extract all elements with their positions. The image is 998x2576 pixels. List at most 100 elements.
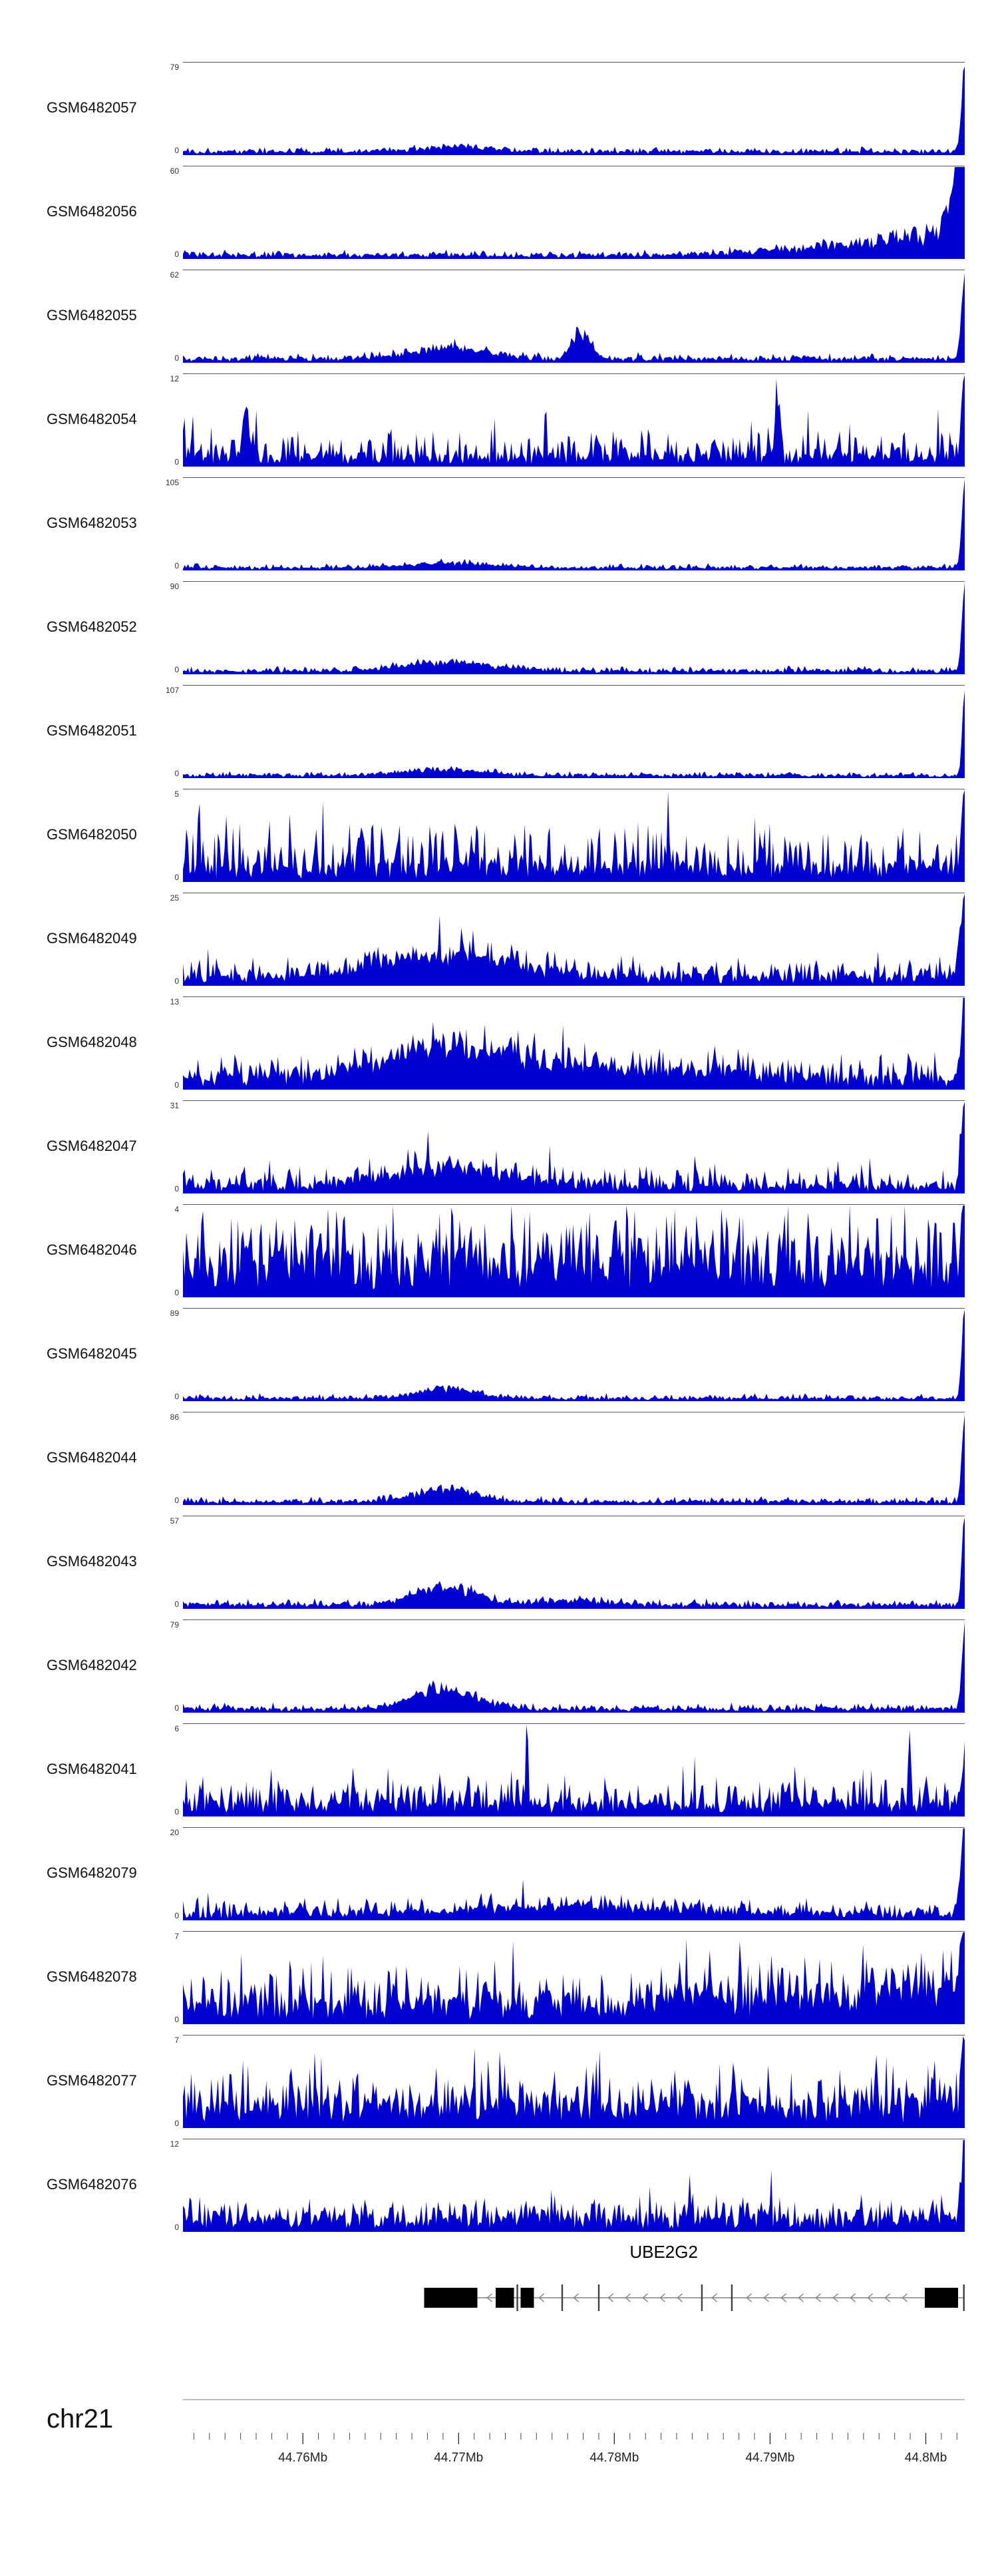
track-sample-label: GSM6482055 [47, 307, 137, 323]
track-ymax-label: 62 [170, 270, 179, 280]
track-top-axis-line [183, 1827, 965, 1828]
coverage-track-row: GSM6482054 12 0 [0, 368, 998, 472]
track-sample-label: GSM6482053 [47, 515, 137, 531]
coverage-tracks: GSM6482057 79 0 GSM6482056 60 0 GSM6482055 62 0 G… [0, 57, 998, 2237]
coverage-signal [183, 1309, 965, 1401]
track-sample-label: GSM6482056 [47, 203, 137, 220]
strand-direction-arrow-icon [867, 2293, 873, 2302]
track-ymax-label: 60 [170, 166, 179, 176]
coverage-track-row: GSM6482044 86 0 [0, 1406, 998, 1510]
gene-model [424, 2284, 965, 2311]
strand-direction-arrow-icon [746, 2293, 752, 2302]
coverage-track-row: GSM6482053 105 0 [0, 472, 998, 576]
track-ymax-label: 13 [170, 997, 179, 1006]
coverage-track-row: GSM6482042 79 0 [0, 1614, 998, 1718]
coverage-plot [183, 1621, 965, 1713]
coverage-plot [183, 375, 965, 467]
strand-direction-arrow-icon [902, 2293, 908, 2302]
track-sample-label: GSM6482078 [47, 1968, 137, 1985]
gene-exon-tick [731, 2284, 733, 2311]
track-ymax-label: 105 [165, 478, 179, 487]
coverage-signal [183, 1725, 965, 1817]
track-ymin-label: 0 [174, 1288, 179, 1297]
coverage-signal [183, 1932, 965, 2024]
coverage-track-row: GSM6482049 25 0 [0, 887, 998, 991]
coverage-plot [183, 2036, 965, 2128]
track-top-axis-line [183, 1619, 965, 1620]
track-sample-label: GSM6482076 [47, 2176, 137, 2193]
track-ymax-label: 57 [170, 1516, 179, 1526]
gene-exon-box [424, 2288, 478, 2308]
coverage-signal [183, 998, 965, 1090]
coverage-track-row: GSM6482046 4 0 [0, 1199, 998, 1303]
coverage-signal [183, 790, 965, 882]
coverage-track-row: GSM6482052 90 0 [0, 576, 998, 680]
track-sample-label: GSM6482044 [47, 1449, 137, 1466]
axis-tick-label: 44.76Mb [278, 2451, 327, 2465]
track-sample-label: GSM6482050 [47, 826, 137, 843]
track-ymin-label: 0 [174, 2119, 179, 2128]
coverage-signal [183, 167, 965, 259]
track-ymax-label: 20 [170, 1828, 179, 1837]
gene-exon-box [520, 2288, 534, 2308]
strand-direction-arrow-icon [711, 2293, 717, 2302]
strand-direction-arrow-icon [677, 2293, 683, 2302]
coverage-plot [183, 167, 965, 259]
track-ymax-label: 25 [170, 893, 179, 903]
coverage-plot [183, 1205, 965, 1297]
coverage-signal [183, 1205, 965, 1297]
track-sample-label: GSM6482045 [47, 1345, 137, 1362]
track-ymin-label: 0 [174, 1392, 179, 1401]
coverage-track-row: GSM6482048 13 0 [0, 991, 998, 1095]
track-top-axis-line [183, 477, 965, 478]
coverage-signal [183, 479, 965, 570]
coverage-signal [183, 1414, 965, 1505]
coverage-track-row: GSM6482057 79 0 [0, 57, 998, 160]
genome-axis-track: chr21 44.76Mb 44.77Mb 44.78Mb 44.79Mb 44.8Mb [0, 2396, 998, 2529]
track-ymax-label: 12 [170, 374, 179, 383]
track-ymax-label: 5 [174, 789, 179, 799]
coverage-plot [183, 582, 965, 674]
track-ymin-label: 0 [174, 2015, 179, 2024]
track-ymin-label: 0 [174, 250, 179, 259]
track-sample-label: GSM6482054 [47, 411, 137, 427]
track-ymin-label: 0 [174, 353, 179, 363]
coverage-track-row: GSM6482079 20 0 [0, 1822, 998, 1926]
strand-direction-arrow-icon [832, 2293, 838, 2302]
track-ymin-label: 0 [174, 146, 179, 155]
track-ymin-label: 0 [174, 1600, 179, 1609]
coverage-signal [183, 690, 965, 778]
track-ymax-label: 4 [174, 1205, 179, 1214]
track-top-axis-line [183, 373, 965, 374]
coverage-plot [183, 1517, 965, 1609]
axis-tick-label: 44.8Mb [905, 2451, 947, 2465]
track-top-axis-line [183, 1723, 965, 1724]
track-ymax-label: 107 [165, 686, 179, 695]
track-ymin-label: 0 [174, 1911, 179, 1920]
axis-tick-label: 44.78Mb [589, 2451, 639, 2465]
track-top-axis-line [183, 1308, 965, 1309]
track-sample-label: GSM6482043 [47, 1553, 137, 1570]
strand-direction-arrow-icon [625, 2293, 631, 2302]
coverage-plot [183, 2140, 965, 2232]
coverage-track-row: GSM6482050 5 0 [0, 783, 998, 887]
gene-exon-tick [516, 2284, 518, 2311]
coverage-plot [183, 894, 965, 986]
track-sample-label: GSM6482052 [47, 618, 137, 635]
strand-direction-arrow-icon [642, 2293, 648, 2302]
coverage-plot [183, 1309, 965, 1401]
track-sample-label: GSM6482041 [47, 1761, 137, 1777]
track-sample-label: GSM6482051 [47, 722, 137, 739]
coverage-track-row: GSM6482047 31 0 [0, 1095, 998, 1199]
coverage-signal [183, 1828, 965, 1920]
coverage-plot [183, 479, 965, 570]
coverage-track-row: GSM6482043 57 0 [0, 1510, 998, 1614]
strand-direction-arrow-icon [659, 2293, 665, 2302]
strand-direction-arrow-icon [607, 2293, 613, 2302]
coverage-plot [183, 690, 965, 778]
track-top-axis-line [183, 62, 965, 63]
track-ymin-label: 0 [174, 769, 179, 778]
track-ymax-label: 79 [170, 63, 179, 72]
track-sample-label: GSM6482057 [47, 99, 137, 116]
